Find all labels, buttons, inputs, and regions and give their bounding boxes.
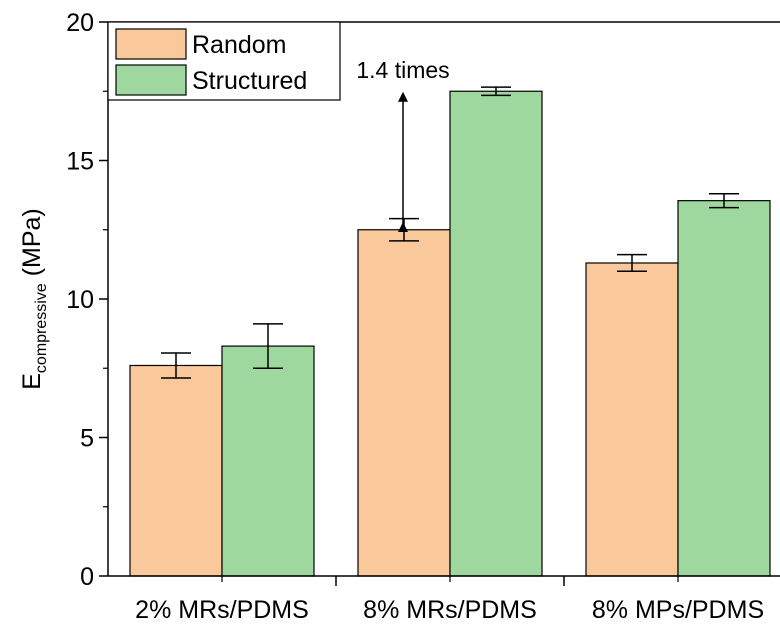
legend-swatch-structured bbox=[115, 64, 187, 96]
y-tick-label: 10 bbox=[66, 286, 94, 314]
annotation-layer: 1.4 times bbox=[356, 57, 450, 232]
x-tick-label: 8% MPs/PDMS bbox=[592, 596, 764, 620]
bar-random-2 bbox=[585, 262, 679, 577]
y-tick-label: 20 bbox=[66, 9, 94, 37]
legend-label-structured: Structured bbox=[192, 67, 307, 95]
bar-structured-2 bbox=[677, 200, 771, 577]
ratio-annotation: 1.4 times bbox=[356, 57, 449, 83]
bar-structured-1 bbox=[449, 90, 543, 577]
x-tick-label: 8% MRs/PDMS bbox=[363, 596, 537, 620]
error-bars-layer bbox=[161, 86, 739, 379]
y-tick-label: 15 bbox=[66, 148, 94, 176]
bar-random-1 bbox=[357, 229, 451, 577]
legend-label-random: Random bbox=[192, 31, 287, 59]
y-tick-label: 5 bbox=[80, 425, 94, 453]
legend-swatch-random bbox=[115, 28, 187, 60]
legend: Random Structured bbox=[107, 21, 341, 101]
bar-random-0 bbox=[129, 364, 223, 577]
y-axis-label: Ecompressive (MPa) bbox=[18, 208, 50, 390]
bars-layer bbox=[129, 90, 771, 577]
y-tick-label: 0 bbox=[80, 563, 94, 591]
x-tick-label: 2% MRs/PDMS bbox=[135, 596, 309, 620]
bar-structured-0 bbox=[221, 345, 315, 577]
